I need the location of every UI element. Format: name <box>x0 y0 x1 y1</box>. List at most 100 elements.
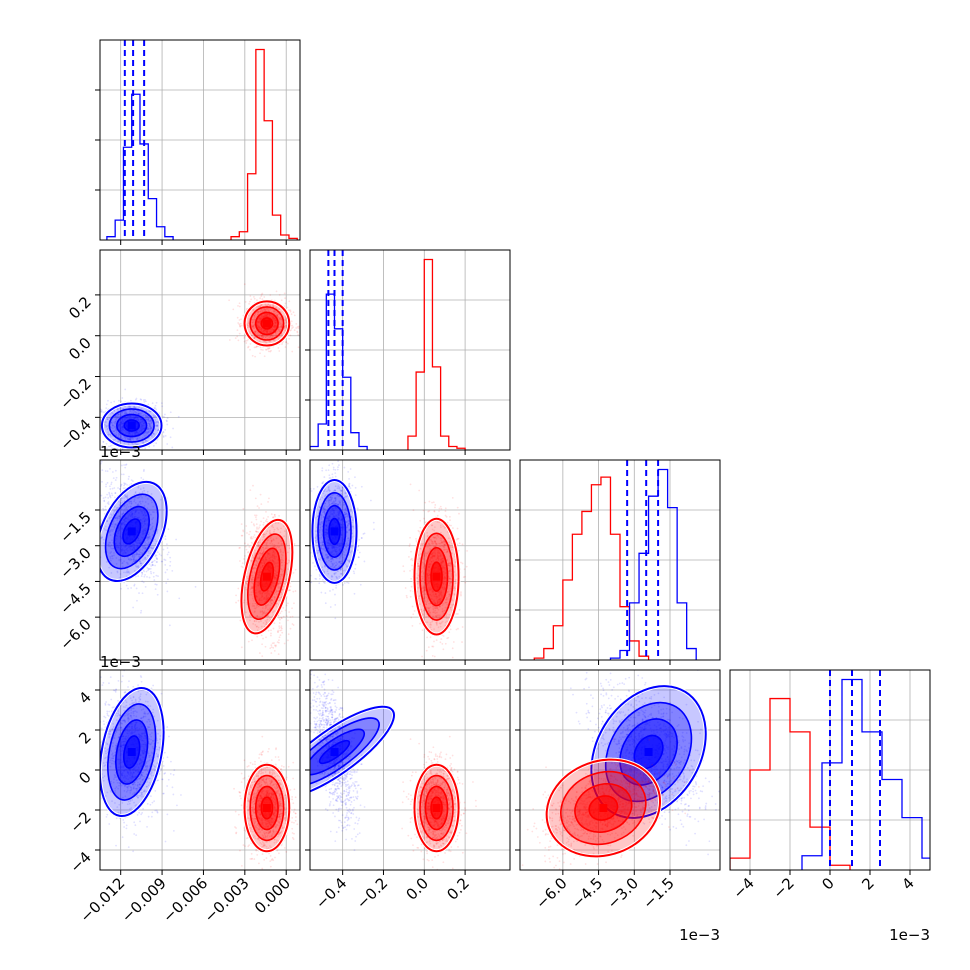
scatter-point <box>121 549 123 552</box>
scatter-point <box>255 514 258 517</box>
scatter-point <box>265 314 268 317</box>
scatter-point <box>124 411 127 414</box>
scatter-point <box>141 496 143 499</box>
scatter-point <box>89 444 91 446</box>
scatter-point <box>354 476 356 479</box>
scatter-point <box>261 546 264 549</box>
scatter-point <box>121 407 124 410</box>
scatter-point <box>109 516 111 519</box>
scatter-point <box>120 421 123 424</box>
scatter-point <box>125 463 128 466</box>
scatter-point <box>280 543 283 546</box>
scatter-point <box>267 596 269 599</box>
scatter-point <box>133 554 136 557</box>
scatter-point <box>120 400 123 403</box>
scatter-point <box>238 324 241 327</box>
scatter-point <box>148 420 151 422</box>
scatter-point <box>253 320 256 323</box>
scatter-point <box>126 570 128 572</box>
scatter-point <box>135 541 138 544</box>
scatter-point <box>251 590 254 592</box>
scatter-point <box>124 545 127 548</box>
scatter-point <box>293 542 296 545</box>
scatter-point <box>120 508 123 511</box>
scatter-point <box>116 447 119 450</box>
scatter-point <box>118 529 121 532</box>
scatter-point <box>236 329 239 332</box>
scatter-point <box>134 511 137 514</box>
scatter-point <box>154 419 157 422</box>
scatter-point <box>136 565 139 568</box>
scatter-point <box>253 607 256 610</box>
scatter-point <box>264 348 267 351</box>
scatter-point <box>243 283 246 286</box>
scatter-point <box>140 398 143 401</box>
scatter-point <box>288 547 291 550</box>
scatter-point <box>119 560 122 563</box>
scatter-point <box>143 575 146 578</box>
scatter-point <box>270 586 272 589</box>
scatter-point <box>133 500 136 503</box>
scatter-point <box>274 324 277 327</box>
scatter-point <box>256 321 259 324</box>
scatter-point <box>130 505 132 508</box>
scatter-point <box>131 433 134 435</box>
scatter-point <box>139 508 142 511</box>
scatter-point <box>267 597 270 600</box>
scatter-point <box>105 425 108 428</box>
scatter-point <box>146 554 149 557</box>
scatter-point <box>252 535 255 538</box>
scatter-point <box>271 554 274 556</box>
scatter-point <box>262 550 265 552</box>
scatter-point <box>243 335 246 338</box>
scatter-point <box>259 317 262 320</box>
scatter-point <box>155 424 158 427</box>
scatter-point <box>254 585 257 588</box>
scatter-point <box>115 420 117 423</box>
scatter-point <box>127 516 129 519</box>
scatter-point <box>268 594 271 597</box>
scatter-point <box>275 321 278 324</box>
scatter-point <box>274 321 277 324</box>
scatter-point <box>118 433 120 436</box>
scatter-point <box>250 593 253 596</box>
scatter-point <box>261 565 264 568</box>
scatter-point <box>274 326 277 329</box>
scatter-point <box>257 310 259 313</box>
scatter-point <box>257 325 260 328</box>
scatter-point <box>254 316 256 319</box>
scatter-point <box>119 573 122 575</box>
scatter-point <box>136 539 139 542</box>
scatter-point <box>118 503 121 506</box>
scatter-point <box>272 526 275 529</box>
scatter-point <box>144 511 146 513</box>
scatter-point <box>146 522 149 525</box>
scatter-point <box>285 543 287 546</box>
scatter-point <box>119 436 122 439</box>
scatter-point <box>261 595 264 598</box>
scatter-point <box>150 565 153 567</box>
scatter-point <box>242 529 244 532</box>
scatter-point <box>258 328 261 331</box>
scatter-point <box>169 560 172 563</box>
scatter-point <box>272 610 275 613</box>
scatter-point <box>284 609 287 612</box>
scatter-point <box>272 310 275 313</box>
scatter-point <box>104 421 107 424</box>
scatter-point <box>263 562 266 565</box>
scatter-point <box>331 462 334 465</box>
scatter-point <box>244 545 247 548</box>
scatter-point <box>273 642 275 644</box>
scatter-point <box>134 398 137 401</box>
scatter-point <box>144 523 147 525</box>
scatter-point <box>146 550 149 553</box>
scatter-point <box>278 293 281 296</box>
scatter-point <box>279 582 282 584</box>
scatter-point <box>125 416 128 419</box>
scatter-point <box>279 316 281 319</box>
scatter-point <box>122 543 125 546</box>
scatter-point <box>273 543 276 546</box>
scatter-point <box>257 574 260 577</box>
scatter-point <box>262 548 265 551</box>
scatter-point <box>126 549 129 552</box>
